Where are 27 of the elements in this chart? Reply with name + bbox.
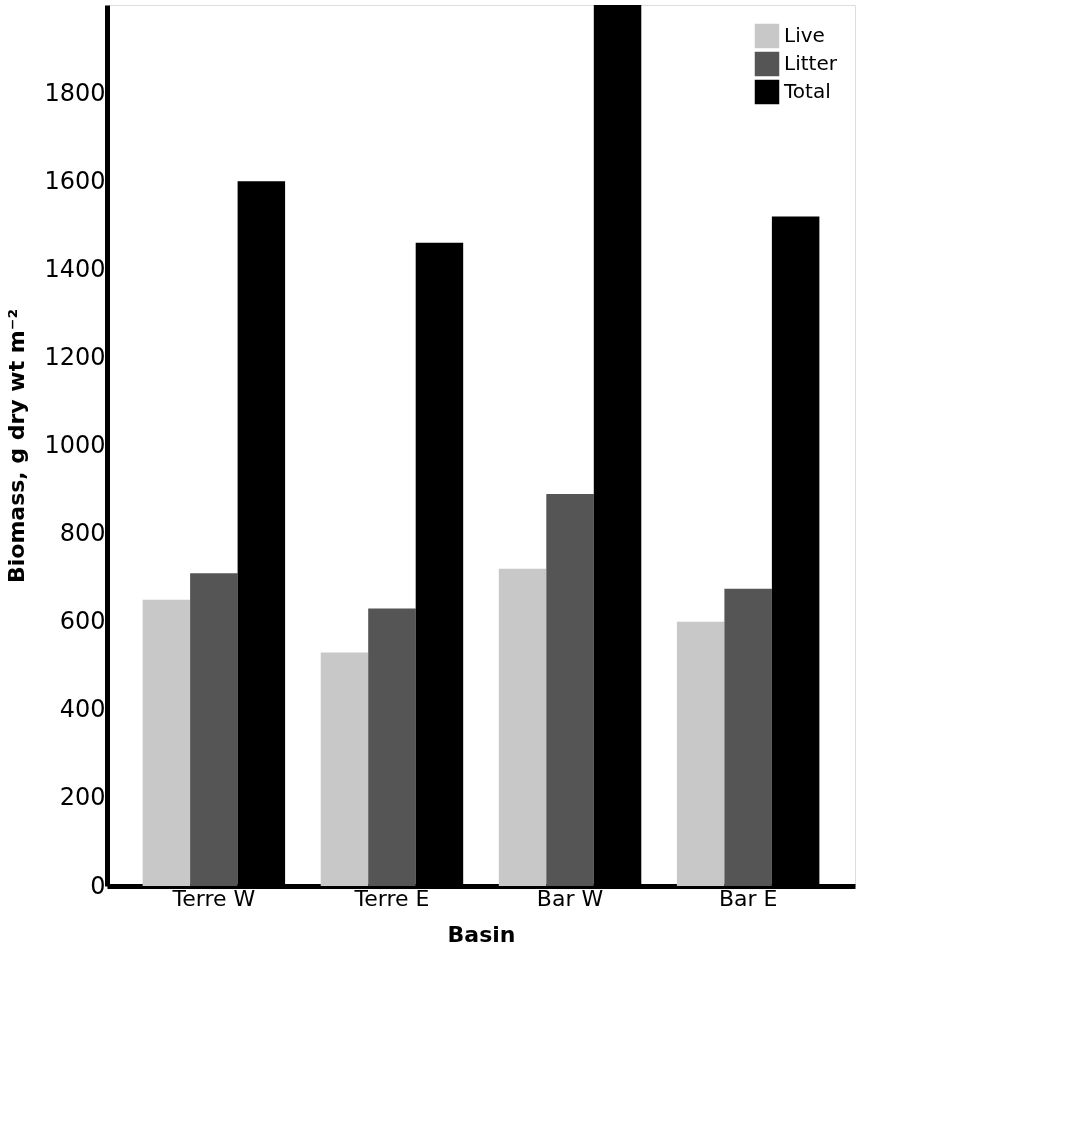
bar: [142, 599, 191, 886]
bar: [724, 588, 772, 886]
legend-label: Litter: [784, 51, 838, 75]
legend-label: Live: [784, 23, 825, 47]
y-tick-label: 1600: [44, 166, 106, 195]
bar: [676, 621, 725, 886]
bar: [546, 493, 594, 886]
bar: [320, 652, 369, 886]
x-tick-label: Bar E: [718, 885, 778, 911]
x-tick-label: Bar W: [536, 885, 604, 911]
legend-label: Total: [783, 79, 831, 103]
x-axis-title: Basin: [447, 921, 516, 947]
y-tick-label: 400: [59, 695, 106, 724]
y-tick-label: 1800: [44, 78, 106, 107]
y-axis-title: Biomass, g dry wt m⁻²: [4, 308, 30, 584]
y-tick-label: 1400: [44, 254, 106, 283]
y-tick-label: 200: [59, 783, 106, 812]
y-tick-label: 800: [59, 519, 106, 548]
x-tick-label: Terre E: [353, 885, 430, 911]
bar: [498, 568, 547, 886]
y-tick-label: 1200: [44, 342, 106, 371]
bar: [190, 573, 238, 886]
bar: [368, 608, 416, 886]
y-tick-label: 1000: [44, 431, 106, 459]
y-tick-label: 600: [59, 607, 106, 636]
y-tick-label: 0: [90, 871, 106, 900]
x-tick-label: Terre W: [171, 885, 256, 911]
